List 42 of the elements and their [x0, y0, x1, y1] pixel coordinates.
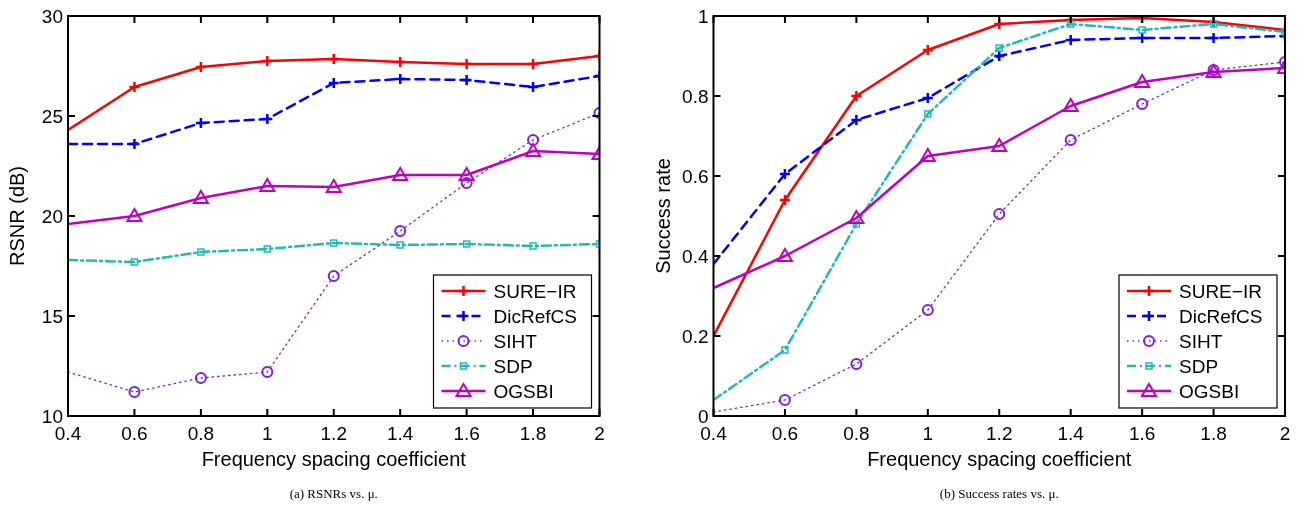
x-tick-label: 0.6 — [771, 423, 799, 444]
y-tick-label: 0.8 — [682, 85, 709, 107]
x-tick-label: 1.2 — [320, 423, 347, 444]
y-tick-label: 0.4 — [682, 245, 709, 267]
y-tick-label: 20 — [41, 205, 63, 227]
y-tick-label: 0.2 — [682, 325, 709, 347]
y-tick-label: 1 — [697, 5, 709, 27]
x-tick-label: 1.8 — [1200, 423, 1227, 444]
y-tick-label: 30 — [41, 5, 63, 27]
legend-label: OGSBI — [1179, 380, 1240, 402]
x-tick-label: 2 — [594, 423, 605, 444]
y-tick-label: 25 — [41, 105, 63, 127]
y-tick-label: 0 — [697, 405, 709, 427]
legend-label: SIHT — [493, 330, 538, 352]
x-tick-label: 1.2 — [986, 423, 1013, 444]
y-tick-label: 15 — [41, 305, 63, 327]
legend-label: SURE−IR — [1179, 280, 1262, 302]
x-tick-label: 2 — [1279, 423, 1291, 444]
x-tick-label: 1.6 — [453, 423, 480, 444]
y-axis-title: RSNR (dB) — [6, 165, 28, 267]
y-axis-title: Success rate — [651, 158, 674, 274]
legend-label: SIHT — [1179, 330, 1223, 352]
x-tick-label: 0.8 — [843, 423, 870, 444]
legend-label: OGSBI — [493, 380, 554, 402]
x-axis-title: Frequency spacing coefficient — [867, 448, 1132, 470]
x-tick-label: 1.4 — [1057, 423, 1085, 444]
x-tick-label: 1 — [262, 423, 273, 444]
x-tick-label: 0.8 — [187, 423, 215, 444]
x-tick-label: 1 — [922, 423, 934, 444]
x-tick-label: 1.6 — [1128, 423, 1156, 444]
y-tick-label: 0.6 — [682, 165, 709, 187]
x-tick-label: 1.8 — [519, 423, 547, 444]
legend-label: SURE−IR — [493, 280, 577, 302]
text: (a) RSNRs vs. μ. — [289, 486, 378, 501]
legend-label: DicRefCS — [493, 305, 577, 327]
x-tick-label: 0.6 — [121, 423, 148, 444]
text: (b) Success rates vs. μ. — [939, 486, 1059, 501]
legend-label: SDP — [493, 355, 533, 377]
x-axis-title: Frequency spacing coefficient — [201, 448, 467, 470]
x-tick-label: 1.4 — [386, 423, 414, 444]
legend-label: SDP — [1179, 355, 1219, 377]
legend-label: DicRefCS — [1179, 305, 1263, 327]
